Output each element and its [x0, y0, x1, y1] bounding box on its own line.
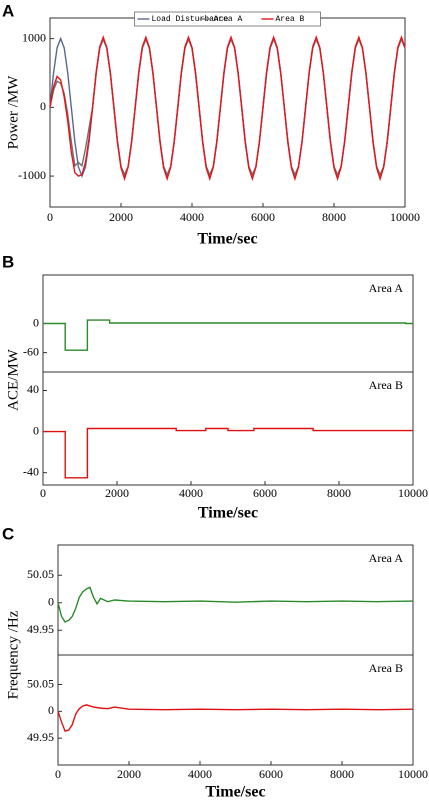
- x-tick-label: 2000: [109, 210, 133, 224]
- series-line: [57, 704, 414, 733]
- y-tick-label: -40: [23, 464, 39, 478]
- x-tick-label: 8000: [322, 210, 346, 224]
- y-axis-label: Power /MW: [5, 75, 21, 150]
- y-axis-label: Frequency /Hz: [5, 610, 21, 699]
- x-tick-label: 4000: [180, 210, 204, 224]
- legend-box: [134, 11, 321, 27]
- y-tick-label: 40: [27, 382, 39, 396]
- x-tick-label: 4000: [188, 767, 212, 781]
- plot-frame: [42, 371, 414, 486]
- x-tick-label: 6000: [259, 767, 283, 781]
- y-tick-label: 49.95: [27, 622, 54, 636]
- y-tick-label: 49.95: [27, 730, 54, 744]
- x-tick-label: 8000: [327, 486, 351, 500]
- panel-label: B: [2, 252, 14, 271]
- series-line: [43, 427, 413, 479]
- panel-label: A: [2, 1, 14, 20]
- legend-label: Load Disturbance: [152, 15, 229, 24]
- series-line: [49, 36, 406, 179]
- x-tick-label: 10000: [390, 210, 420, 224]
- legend-label: Area A: [214, 15, 243, 24]
- y-tick-label: 50.05: [27, 676, 54, 690]
- y-tick-label: 50.05: [27, 567, 54, 581]
- x-tick-label: 4000: [179, 486, 203, 500]
- x-tick-label: 6000: [251, 210, 275, 224]
- x-axis-label: Time/sec: [198, 505, 258, 522]
- y-tick-label: -60: [23, 344, 39, 358]
- y-tick-label: 0: [48, 703, 54, 717]
- series-line: [57, 586, 414, 623]
- y-tick-label: 0: [33, 315, 39, 329]
- y-axis-label: ACE/MW: [5, 348, 21, 411]
- subplot-annotation: Area B: [369, 378, 403, 392]
- subplot-annotation: Area B: [369, 661, 403, 675]
- x-tick-label: 10000: [398, 767, 428, 781]
- x-tick-label: 8000: [330, 767, 354, 781]
- x-tick-label: 2000: [105, 486, 129, 500]
- x-tick-label: 10000: [398, 486, 428, 500]
- y-tick-label: 1000: [22, 30, 46, 44]
- x-tick-label: 2000: [117, 767, 141, 781]
- x-tick-label: 0: [40, 486, 46, 500]
- y-tick-label: 0: [33, 423, 39, 437]
- plot-frame: [57, 654, 414, 766]
- x-axis-label: Time/sec: [205, 784, 265, 801]
- y-tick-label: 0: [48, 595, 54, 609]
- panel-label: C: [2, 524, 14, 543]
- plot-frame: [57, 544, 414, 656]
- y-tick-label: -1000: [18, 168, 46, 182]
- subplot-annotation: Area A: [369, 551, 404, 565]
- legend-label: Area B: [276, 15, 305, 24]
- series-line: [43, 319, 413, 351]
- x-axis-label: Time/sec: [197, 231, 257, 248]
- x-tick-label: 0: [47, 210, 53, 224]
- y-tick-label: 0: [40, 99, 46, 113]
- series-line: [49, 37, 406, 177]
- x-tick-label: 6000: [253, 486, 277, 500]
- series-line: [49, 35, 406, 182]
- x-tick-label: 0: [55, 767, 61, 781]
- subplot-annotation: Area A: [369, 281, 404, 295]
